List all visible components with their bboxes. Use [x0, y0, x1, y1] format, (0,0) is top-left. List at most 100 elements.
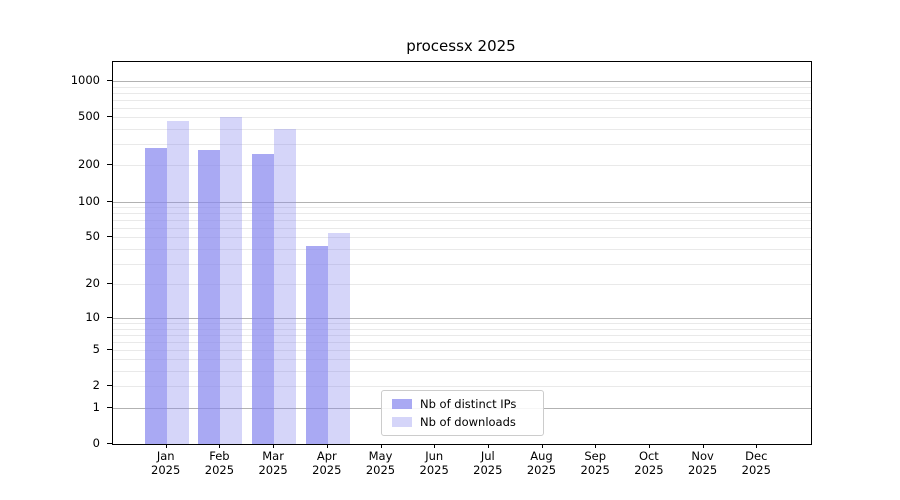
y-gridline-minor	[113, 349, 811, 351]
y-gridline-major	[113, 201, 811, 203]
y-tick-mark	[107, 200, 112, 202]
bar-nb-of-downloads-jan	[166, 120, 189, 444]
x-tick-month: Jun	[425, 449, 444, 463]
y-gridline-minor	[113, 371, 811, 373]
y-tick-mark	[107, 236, 112, 238]
y-tick-label: 5	[92, 341, 100, 356]
y-gridline-minor	[113, 248, 811, 250]
y-tick-label: 200	[78, 157, 100, 172]
x-tick-label: Sep 2025	[567, 449, 623, 477]
y-tick-mark	[107, 164, 112, 166]
y-tick-label: 10	[85, 310, 100, 324]
plot-area	[112, 61, 812, 445]
x-tick-month: Jul	[480, 449, 495, 463]
legend-color-patch	[392, 417, 412, 427]
y-gridline-major	[113, 318, 811, 319]
x-tick-mark	[541, 444, 543, 448]
x-tick-label: Oct 2025	[621, 449, 677, 477]
x-tick-mark	[165, 444, 167, 448]
y-gridline-minor	[113, 334, 811, 336]
x-tick-mark	[219, 444, 221, 448]
x-tick-year: 2025	[365, 463, 396, 477]
x-tick-mark	[380, 444, 382, 448]
x-tick-label: Jul 2025	[460, 449, 516, 477]
x-tick-month: Oct	[638, 449, 659, 463]
x-tick-mark	[326, 444, 328, 448]
x-tick-mark	[756, 444, 758, 448]
legend-label: Nb of distinct IPs	[420, 397, 517, 411]
x-tick-month: Feb	[209, 449, 230, 463]
x-tick-label: Feb 2025	[191, 449, 247, 477]
x-tick-year: 2025	[258, 463, 288, 477]
y-gridline-minor	[113, 237, 811, 239]
bar-nb-of-downloads-mar	[274, 129, 297, 444]
x-tick-label: Nov 2025	[675, 449, 731, 477]
x-tick-label: Jun 2025	[406, 449, 462, 477]
y-gridline-major	[113, 81, 811, 82]
bar-nb-of-distinct-ips-mar	[252, 153, 275, 444]
y-tick-mark	[107, 348, 112, 350]
y-tick-mark	[107, 317, 112, 318]
bar-nb-of-downloads-apr	[327, 233, 350, 444]
x-tick-month: Sep	[584, 449, 607, 463]
chart-title: processx 2025	[406, 37, 516, 55]
y-gridline-minor	[113, 220, 811, 221]
x-tick-year: 2025	[580, 463, 610, 477]
y-tick-mark	[107, 80, 112, 81]
x-tick-month: Mar	[262, 449, 284, 463]
y-gridline-minor	[113, 107, 811, 109]
x-tick-month: May	[368, 449, 393, 463]
x-tick-year: 2025	[151, 463, 181, 477]
y-gridline-minor	[113, 207, 811, 208]
y-gridline-minor	[113, 323, 811, 324]
legend-item: Nb of distinct IPs	[392, 398, 535, 410]
y-gridline-minor	[113, 284, 811, 285]
y-tick-mark	[107, 385, 112, 387]
x-tick-month: Dec	[745, 449, 768, 463]
y-tick-mark	[107, 443, 112, 444]
x-tick-label: Jan 2025	[138, 449, 194, 477]
y-tick-label: 50	[85, 229, 100, 244]
y-gridline-minor	[113, 328, 811, 330]
y-tick-label: 500	[78, 109, 100, 124]
y-gridline-minor	[113, 165, 811, 167]
x-tick-year: 2025	[473, 463, 503, 477]
bar-nb-of-distinct-ips-feb	[198, 149, 221, 444]
y-tick-label: 20	[85, 276, 100, 290]
y-tick-label: 100	[78, 193, 100, 208]
legend: Nb of distinct IPs Nb of downloads	[381, 390, 544, 436]
y-tick-mark	[107, 283, 112, 284]
y-gridline-minor	[113, 359, 811, 361]
x-tick-year: 2025	[312, 463, 342, 477]
x-tick-mark	[434, 444, 436, 448]
y-tick-label: 1000	[70, 73, 100, 87]
x-tick-mark	[273, 444, 275, 448]
y-tick-label: 0	[92, 436, 100, 450]
x-tick-label: May 2025	[353, 449, 409, 477]
x-tick-month: Apr	[316, 449, 337, 463]
bar-nb-of-distinct-ips-jan	[144, 148, 167, 444]
y-gridline-minor	[113, 99, 811, 101]
y-tick-label: 2	[92, 378, 100, 393]
y-gridline-minor	[113, 341, 811, 343]
bar-nb-of-downloads-feb	[220, 117, 243, 444]
x-tick-year: 2025	[419, 463, 449, 477]
x-tick-year: 2025	[634, 463, 664, 477]
y-gridline-minor	[113, 386, 811, 388]
x-tick-label: Mar 2025	[245, 449, 301, 477]
legend-color-patch	[392, 399, 412, 409]
y-gridline-minor	[113, 213, 811, 215]
x-tick-year: 2025	[687, 463, 718, 477]
y-tick-mark	[107, 116, 112, 118]
y-tick-label: 1	[92, 399, 100, 414]
x-tick-year: 2025	[526, 463, 557, 477]
legend-label: Nb of downloads	[420, 415, 516, 429]
y-tick-mark	[107, 406, 112, 408]
legend-item: Nb of downloads	[392, 416, 535, 428]
x-tick-year: 2025	[741, 463, 771, 477]
y-gridline-minor	[113, 86, 811, 88]
x-tick-mark	[702, 444, 704, 448]
x-tick-month: Aug	[530, 449, 553, 463]
x-tick-label: Aug 2025	[514, 449, 570, 477]
